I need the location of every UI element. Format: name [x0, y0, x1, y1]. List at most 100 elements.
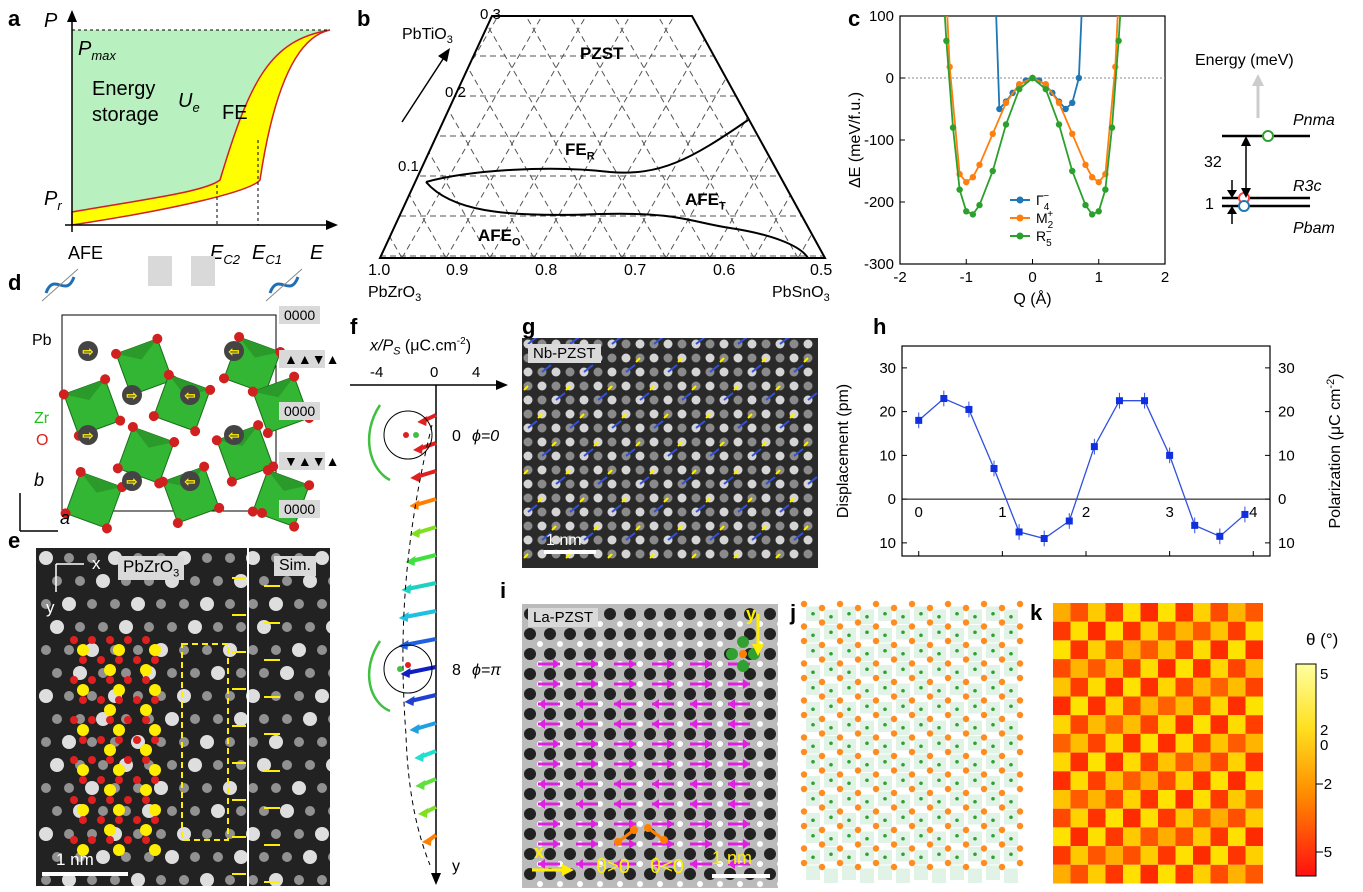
e-atom-column: [211, 804, 225, 818]
e-atom-column: [225, 737, 235, 747]
c-point: [1042, 85, 1049, 93]
k-cell: [1245, 790, 1263, 809]
j-corner-atom: [944, 697, 952, 704]
j-center-atom: [865, 762, 869, 767]
j-corner-atom: [818, 641, 826, 649]
f-arrow-head: [409, 500, 420, 510]
i-atom-column-light: [637, 761, 643, 767]
g-atom-column: [761, 339, 771, 349]
j-corner-atom: [908, 785, 916, 793]
c-point: [1082, 201, 1089, 209]
i-arrow-head: [743, 739, 750, 749]
i-arrow-head: [705, 739, 712, 749]
k-cell: [1210, 846, 1228, 865]
k-cell: [1175, 846, 1193, 865]
i-arrow-head: [743, 819, 750, 829]
i-atom-column-light: [777, 721, 778, 727]
h-point: [1216, 532, 1224, 540]
j-corner-atom: [926, 619, 934, 626]
i-atom-column: [564, 848, 576, 860]
h-point: [1241, 510, 1249, 518]
e-atom-column: [87, 829, 97, 839]
k-cell: [1175, 640, 1193, 660]
g-atom-column: [593, 535, 603, 545]
k-cell: [1053, 696, 1071, 716]
e-atom-column: [39, 827, 53, 841]
tern-d2-line: [481, 16, 623, 258]
i-atom-column: [624, 648, 636, 660]
g-atom-column: [663, 507, 673, 517]
j-corner-atom: [1016, 734, 1024, 741]
c-legend-sup: −: [1043, 191, 1049, 202]
d-oxygen: [304, 480, 315, 491]
k-cell: [1105, 771, 1123, 790]
g-displacement-arrow: [527, 504, 538, 513]
h-ylabel-right-sup: -2: [1325, 379, 1337, 389]
g-atom-column: [733, 437, 743, 447]
g-displacement-arrow: [625, 448, 636, 457]
panel-letter-b: b: [357, 6, 371, 31]
i-arrow-head: [614, 799, 621, 809]
i-atom-column-light: [637, 641, 643, 647]
j-center-atom: [991, 685, 995, 690]
j-center-atom: [919, 759, 923, 764]
j-center-atom: [883, 818, 887, 823]
g-atom-column: [551, 465, 561, 475]
j-corner-atom: [944, 711, 952, 719]
g-displacement-arrow: [527, 420, 538, 429]
e-oxygen-overlay: [106, 636, 114, 644]
e-atom-column: [259, 668, 269, 678]
i-atom-column-light: [757, 881, 763, 887]
d-O: O: [36, 432, 49, 449]
e-atom-column: [269, 735, 283, 749]
i-atom-column: [644, 768, 656, 780]
k-cell: [1210, 715, 1228, 734]
i-atom-column-light: [597, 641, 603, 647]
g-atom-column: [635, 381, 645, 391]
g-atom-column: [677, 423, 687, 433]
j-center-atom: [811, 818, 815, 823]
k-cell: [1053, 621, 1071, 641]
d-oxygen: [169, 437, 180, 448]
j-center-atom: [991, 855, 995, 860]
j-center-atom: [937, 836, 941, 841]
g-displacement-arrow: [555, 392, 566, 401]
d-oxygen: [111, 348, 122, 359]
g-displacement-arrow: [551, 441, 557, 447]
e-atom-column: [213, 714, 223, 724]
j-center-atom: [973, 852, 977, 857]
k-cell: [1228, 808, 1246, 828]
c-point: [956, 186, 963, 193]
j-center-atom: [937, 799, 941, 804]
e-atom-column: [269, 873, 283, 886]
j-corner-atom: [836, 674, 844, 682]
k-cell: [1193, 640, 1211, 660]
d-oxygen: [262, 465, 273, 476]
i-atom-column: [624, 868, 636, 880]
i-atom-column: [544, 728, 556, 740]
j-corner-atom: [800, 785, 808, 793]
h-ytick-right-label: 0: [1278, 491, 1286, 508]
k-cell: [1193, 808, 1211, 828]
i-inset-atom: [739, 650, 747, 658]
c-point: [943, 37, 950, 44]
g-atom-column: [537, 381, 547, 391]
j-center-atom: [901, 651, 905, 656]
tern-d1-line: [753, 16, 825, 258]
i-atom-column: [584, 808, 596, 820]
g-displacement-arrow: [569, 420, 580, 429]
j-center-atom: [883, 833, 887, 838]
j-corner-atom: [836, 734, 844, 741]
tern-d2-line: [613, 16, 755, 258]
i-atom-column-light: [597, 701, 603, 707]
e-atom-column: [131, 597, 145, 611]
d-oxygen: [247, 506, 258, 517]
i-atom-column: [644, 708, 656, 720]
i-atom-column-light: [637, 681, 643, 687]
d-oxygen: [75, 467, 86, 478]
i-arrow-head: [667, 819, 674, 829]
g-atom-column: [677, 507, 687, 517]
j-center-atom: [991, 818, 995, 823]
i-theta-neg: θ<0: [650, 856, 684, 878]
j-center-atom: [829, 630, 833, 635]
